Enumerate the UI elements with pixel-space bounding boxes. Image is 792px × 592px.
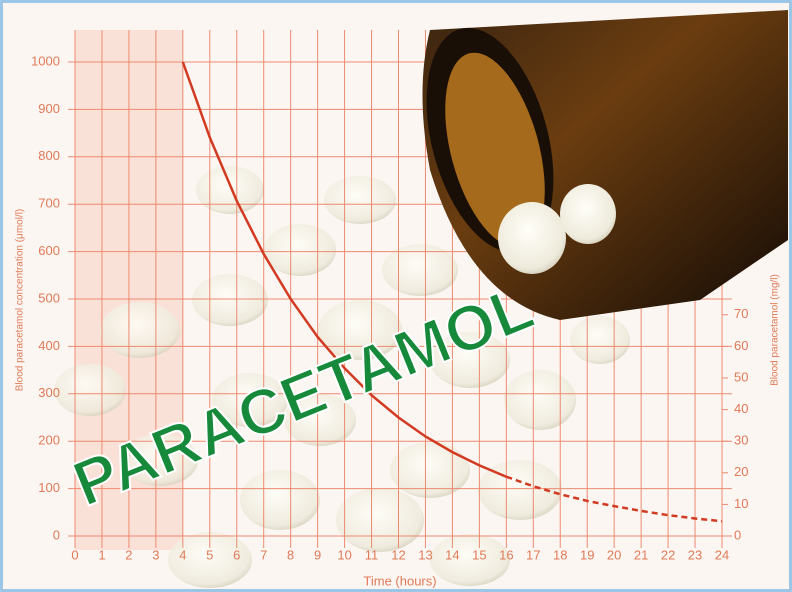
x-tick-label: 7 bbox=[260, 547, 267, 562]
x-tick-label: 16 bbox=[499, 547, 513, 562]
y-tick-label: 300 bbox=[38, 385, 60, 400]
y-tick-label: 400 bbox=[38, 338, 60, 353]
y-axis-label: Blood paracetamol concentration (μmol/l) bbox=[15, 209, 26, 392]
y2-tick-label: 40 bbox=[734, 401, 748, 416]
x-tick-label: 17 bbox=[526, 547, 540, 562]
y2-tick-label: 70 bbox=[734, 306, 748, 321]
x-tick-label: 5 bbox=[206, 547, 213, 562]
x-tick-label: 18 bbox=[553, 547, 567, 562]
y-tick-label: 900 bbox=[38, 101, 60, 116]
y-tick-label: 600 bbox=[38, 243, 60, 258]
y-tick-label: 700 bbox=[38, 196, 60, 211]
x-tick-label: 21 bbox=[634, 547, 648, 562]
x-tick-label: 4 bbox=[179, 547, 186, 562]
x-tick-label: 0 bbox=[71, 547, 78, 562]
y-tick-label: 200 bbox=[38, 433, 60, 448]
x-axis-label: Time (hours) bbox=[363, 573, 436, 588]
y2-tick-label: 30 bbox=[734, 433, 748, 448]
x-tick-label: 6 bbox=[233, 547, 240, 562]
y2-tick-label: 0 bbox=[734, 527, 741, 542]
x-tick-label: 13 bbox=[418, 547, 432, 562]
x-tick-label: 22 bbox=[661, 547, 675, 562]
x-tick-label: 12 bbox=[391, 547, 405, 562]
x-tick-label: 3 bbox=[152, 547, 159, 562]
y-tick-label: 500 bbox=[38, 290, 60, 305]
y2-tick-label: 50 bbox=[734, 369, 748, 384]
x-tick-label: 8 bbox=[287, 547, 294, 562]
x-tick-label: 9 bbox=[314, 547, 321, 562]
y2-tick-label: 20 bbox=[734, 464, 748, 479]
x-tick-label: 24 bbox=[715, 547, 729, 562]
x-tick-label: 20 bbox=[607, 547, 621, 562]
y-tick-label: 800 bbox=[38, 148, 60, 163]
x-tick-label: 14 bbox=[445, 547, 459, 562]
y-tick-label: 0 bbox=[53, 527, 60, 542]
y2-tick-label: 10 bbox=[734, 496, 748, 511]
y2-tick-label: 60 bbox=[734, 338, 748, 353]
y-tick-label: 1000 bbox=[31, 53, 60, 68]
x-tick-label: 19 bbox=[580, 547, 594, 562]
y-tick-label: 100 bbox=[38, 480, 60, 495]
x-tick-label: 2 bbox=[125, 547, 132, 562]
x-tick-label: 15 bbox=[472, 547, 486, 562]
chart: 0123456789101112131415161718192021222324… bbox=[0, 0, 792, 592]
x-tick-label: 1 bbox=[98, 547, 105, 562]
x-tick-label: 10 bbox=[337, 547, 351, 562]
y2-axis-label: Blood paracetamol (mg/l) bbox=[770, 274, 781, 386]
x-tick-label: 11 bbox=[365, 547, 379, 562]
x-tick-label: 23 bbox=[688, 547, 702, 562]
